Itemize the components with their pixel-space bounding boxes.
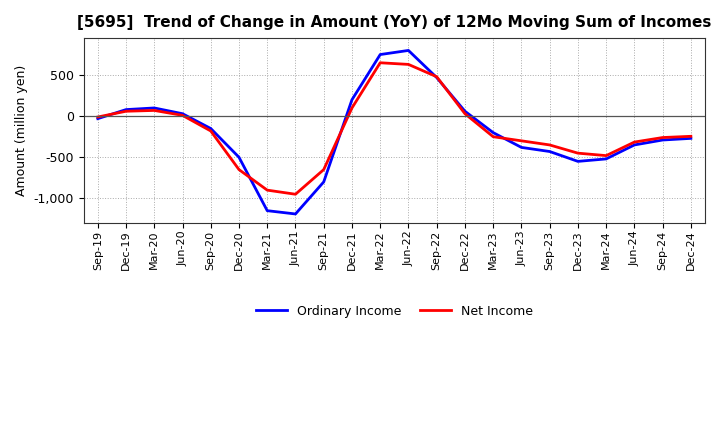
Ordinary Income [235, 154, 243, 160]
Net Income [263, 187, 271, 193]
Ordinary Income [433, 75, 441, 80]
Ordinary Income [348, 97, 356, 103]
Net Income [489, 134, 498, 139]
Net Income [207, 128, 215, 134]
Net Income [178, 113, 186, 118]
Ordinary Income [602, 156, 611, 161]
Legend: Ordinary Income, Net Income: Ordinary Income, Net Income [251, 300, 538, 323]
Net Income [320, 167, 328, 172]
Title: [5695]  Trend of Change in Amount (YoY) of 12Mo Moving Sum of Incomes: [5695] Trend of Change in Amount (YoY) o… [77, 15, 711, 30]
Ordinary Income [207, 126, 215, 131]
Net Income [517, 138, 526, 143]
Ordinary Income [517, 145, 526, 150]
Net Income [150, 108, 158, 113]
Net Income [235, 167, 243, 172]
Net Income [376, 60, 384, 66]
Ordinary Income [320, 179, 328, 184]
Ordinary Income [489, 130, 498, 135]
Ordinary Income [574, 159, 582, 164]
Net Income [122, 109, 130, 114]
Net Income [574, 150, 582, 156]
Line: Net Income: Net Income [98, 63, 691, 194]
Net Income [94, 114, 102, 120]
Net Income [433, 74, 441, 79]
Ordinary Income [630, 142, 639, 147]
Ordinary Income [263, 208, 271, 213]
Ordinary Income [122, 107, 130, 112]
Ordinary Income [461, 109, 469, 114]
Ordinary Income [658, 137, 667, 143]
Ordinary Income [94, 116, 102, 121]
Net Income [687, 134, 696, 139]
Net Income [461, 111, 469, 116]
Net Income [545, 142, 554, 147]
Ordinary Income [376, 52, 384, 57]
Net Income [404, 62, 413, 67]
Y-axis label: Amount (million yen): Amount (million yen) [15, 65, 28, 196]
Ordinary Income [178, 111, 186, 116]
Ordinary Income [291, 211, 300, 216]
Ordinary Income [150, 105, 158, 110]
Ordinary Income [404, 48, 413, 53]
Net Income [348, 105, 356, 110]
Net Income [630, 139, 639, 145]
Net Income [602, 153, 611, 158]
Ordinary Income [545, 149, 554, 154]
Ordinary Income [687, 136, 696, 141]
Net Income [291, 191, 300, 197]
Line: Ordinary Income: Ordinary Income [98, 51, 691, 214]
Net Income [658, 135, 667, 140]
